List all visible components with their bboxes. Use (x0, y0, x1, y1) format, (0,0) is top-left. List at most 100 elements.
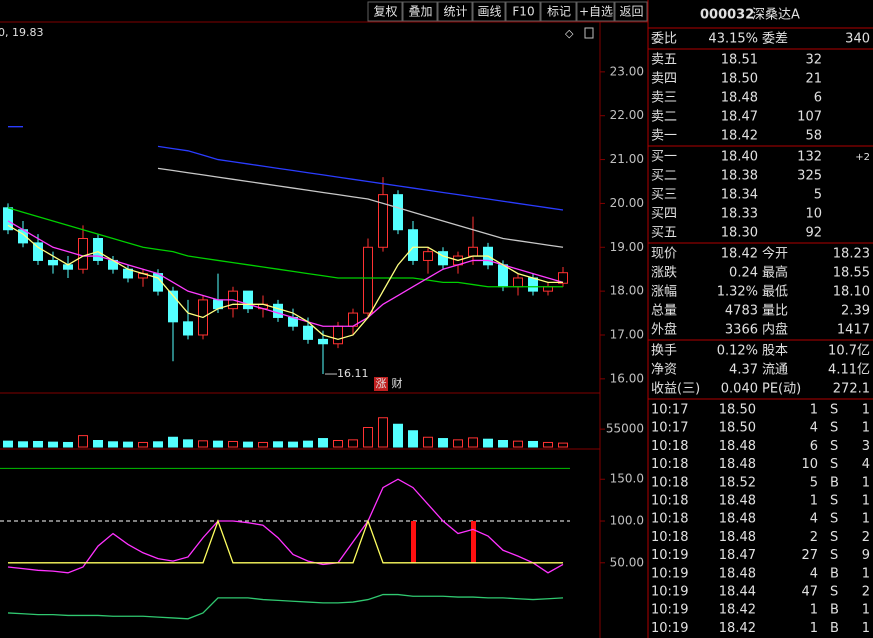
candle-body (423, 251, 433, 261)
y-tick-label: 50.00 (610, 555, 644, 569)
y-tick-label: 18.00 (610, 284, 644, 298)
toolbar-button[interactable] (540, 1, 577, 22)
trade-side: S (830, 421, 838, 436)
trade-side: B (830, 566, 839, 581)
field-label: 外盘 (651, 322, 677, 338)
toolbar-button[interactable] (437, 1, 473, 22)
field-value: 3366 (725, 323, 758, 338)
field-label: 量比 (762, 304, 788, 319)
trade-count: 1 (862, 475, 870, 490)
trade-time: 10:18 (651, 530, 688, 545)
badge-text[interactable]: 涨 (376, 377, 387, 390)
book-price: 18.38 (721, 169, 758, 184)
trade-time: 10:18 (651, 494, 688, 509)
badge[interactable] (374, 377, 388, 391)
trade-price: 18.47 (719, 548, 756, 563)
candle-body (543, 286, 553, 292)
candle-body (393, 194, 403, 231)
field-label: PE(动) (762, 382, 801, 397)
toolbar-button[interactable] (472, 1, 506, 22)
trade-volume: 10 (801, 457, 818, 472)
trade-volume: 4 (810, 512, 818, 527)
toolbar-label[interactable]: 返回 (619, 5, 643, 19)
candle-body (498, 264, 508, 288)
book-price: 18.33 (721, 207, 758, 222)
toolbar-label[interactable]: F10 (512, 5, 534, 19)
book-volume: 325 (797, 169, 822, 184)
trade-volume: 1 (810, 494, 818, 509)
toolbar-label[interactable]: 叠加 (408, 5, 432, 19)
volume-bar (228, 440, 238, 448)
volume-bar (18, 441, 28, 448)
trade-side: B (830, 475, 839, 490)
volume-bar (453, 439, 463, 448)
candle-body (363, 246, 373, 314)
diamond-icon[interactable]: ◇ (565, 27, 574, 40)
indicator-line (7, 593, 564, 620)
volume-bar (48, 441, 58, 448)
moving-average (7, 207, 563, 288)
book-label: 买一 (651, 150, 677, 165)
volume-bar (378, 417, 388, 448)
trade-volume: 6 (810, 439, 818, 454)
trade-count: 3 (862, 439, 870, 454)
toolbar-button[interactable] (367, 1, 403, 22)
trade-side: S (830, 548, 838, 563)
volume-bar (543, 441, 553, 448)
trade-time: 10:19 (651, 585, 688, 600)
toolbar-label[interactable]: 画线 (477, 5, 501, 19)
volume-bar (273, 441, 283, 448)
toolbar-button[interactable] (576, 1, 615, 22)
trade-count: 1 (862, 621, 870, 636)
field-value: 4.37 (729, 363, 758, 378)
y-tick-label: 23.00 (610, 64, 644, 78)
candle-body (168, 290, 178, 323)
volume-bar (408, 430, 418, 448)
book-label: 卖四 (651, 72, 677, 87)
book-label: 卖二 (651, 110, 677, 125)
field-label: 涨跌 (651, 265, 677, 281)
badge[interactable] (390, 377, 404, 391)
toolbar-label[interactable]: 标记 (547, 5, 571, 19)
book-volume: 32 (805, 53, 822, 68)
field-label: 流通 (762, 363, 788, 378)
field-value: 0.24 (729, 266, 758, 281)
trade-time: 10:18 (651, 457, 688, 472)
badge-text[interactable]: 财 (392, 376, 403, 390)
y-tick-label: 55000 (606, 422, 644, 436)
toolbar-label[interactable]: 统计 (443, 5, 467, 19)
trade-price: 18.48 (719, 494, 756, 509)
candle-body (378, 194, 388, 248)
toolbar-button[interactable] (402, 1, 438, 22)
book-price: 18.42 (721, 129, 758, 144)
signal-bar (471, 521, 476, 563)
book-price: 18.34 (721, 188, 758, 203)
toolbar-label[interactable]: +自选 (579, 5, 613, 19)
book-label: 卖一 (651, 129, 677, 144)
trade-time: 10:17 (651, 421, 688, 436)
y-tick-label: 21.00 (610, 152, 644, 166)
trade-price: 18.48 (719, 512, 756, 527)
indicator-label: 0, 19.83 (0, 26, 43, 39)
y-tick-label: 16.00 (610, 371, 644, 385)
toolbar-button[interactable] (505, 1, 541, 22)
moving-average (7, 220, 564, 327)
candle-body (93, 238, 103, 261)
toolbar-button[interactable] (614, 1, 648, 22)
field-label: 委比 (651, 32, 677, 47)
volume-bar (93, 440, 103, 448)
field-value: 4.11亿 (828, 363, 870, 378)
toolbar-label[interactable]: 复权 (373, 5, 397, 19)
book-label: 买三 (651, 188, 677, 203)
candle-body (78, 238, 88, 270)
trade-price: 18.50 (719, 421, 756, 436)
trade-price: 18.48 (719, 457, 756, 472)
candle-body (468, 246, 478, 257)
trade-side: S (830, 530, 838, 545)
trade-volume: 47 (801, 585, 818, 600)
trade-count: 1 (862, 421, 870, 436)
candle-body (528, 277, 538, 292)
window-icon[interactable] (584, 27, 594, 39)
